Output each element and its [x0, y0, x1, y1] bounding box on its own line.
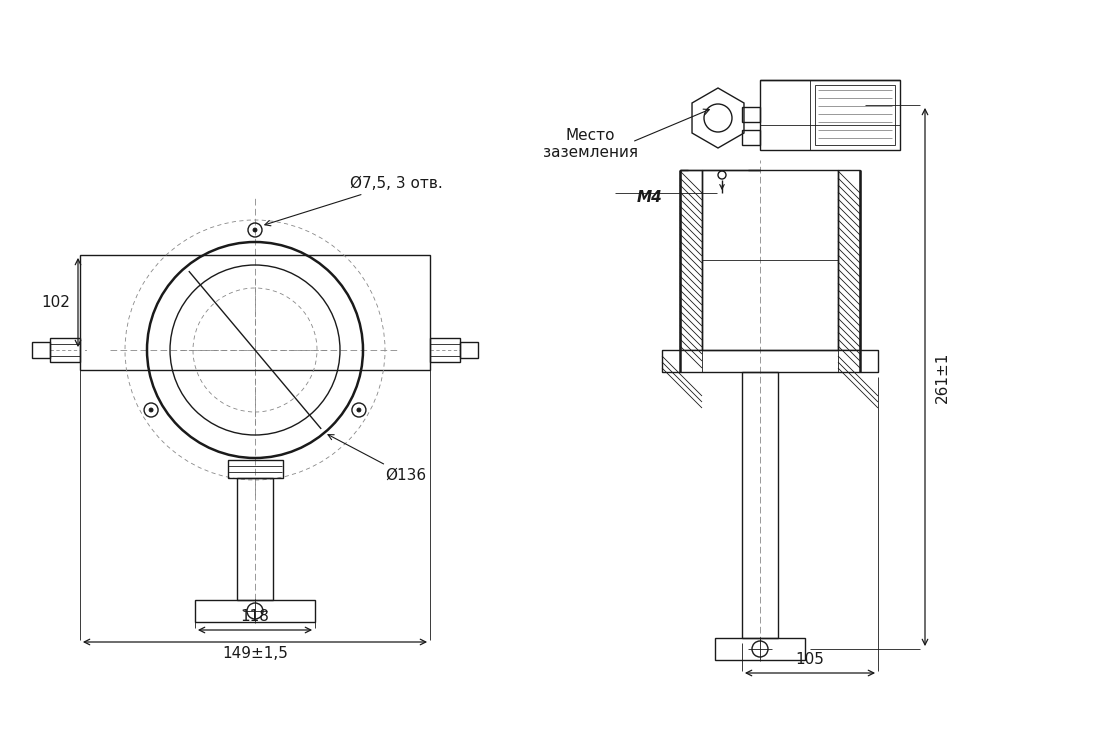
Bar	[430, 338, 460, 362]
Bar	[742, 372, 778, 638]
Bar	[662, 350, 878, 372]
Bar	[195, 600, 315, 622]
Bar	[742, 107, 760, 122]
Bar	[680, 170, 702, 350]
Polygon shape	[692, 88, 744, 148]
Bar	[236, 478, 273, 600]
Text: заземления: заземления	[542, 145, 638, 159]
Text: 149±1,5: 149±1,5	[222, 646, 288, 661]
Text: 261±1: 261±1	[935, 352, 950, 403]
Bar	[662, 350, 702, 372]
Bar	[702, 170, 838, 350]
Bar	[815, 85, 895, 145]
Bar	[760, 80, 900, 150]
Bar	[838, 170, 860, 350]
Text: 105: 105	[795, 652, 824, 667]
Circle shape	[150, 408, 153, 412]
Text: 102: 102	[41, 295, 70, 310]
Bar	[228, 460, 283, 478]
Bar	[32, 342, 50, 358]
Circle shape	[356, 408, 361, 412]
Bar	[80, 255, 430, 370]
Bar	[460, 342, 478, 358]
Bar	[742, 130, 760, 145]
Text: M4: M4	[637, 189, 663, 204]
Bar	[50, 338, 80, 362]
Bar	[838, 350, 878, 372]
Circle shape	[253, 228, 257, 232]
Text: Ø7,5, 3 отв.: Ø7,5, 3 отв.	[265, 176, 442, 226]
Text: 118: 118	[241, 609, 270, 624]
Text: Ø136: Ø136	[328, 434, 426, 483]
Text: Место: Место	[565, 127, 615, 142]
Bar	[715, 638, 805, 660]
